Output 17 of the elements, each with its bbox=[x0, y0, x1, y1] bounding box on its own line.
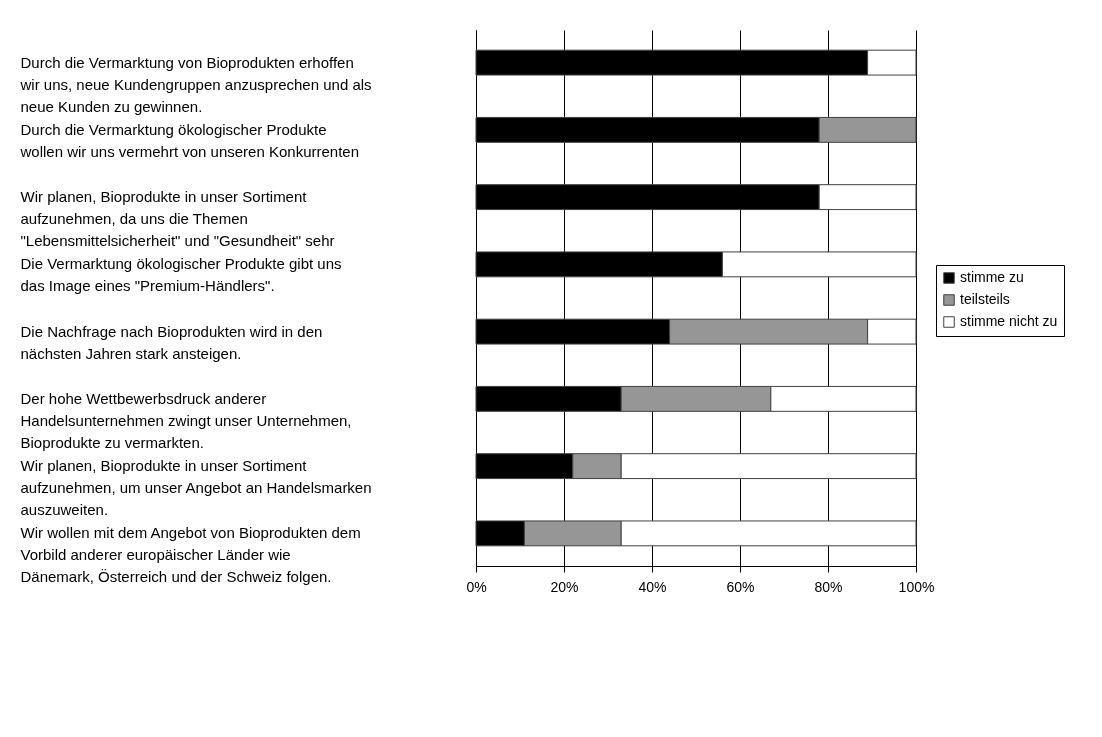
y-tick-label: Durch die Vermarktung ökologischer Produkte wollen wir uns vermehrt von unseren Konkurrenten bbox=[19, 120, 360, 160]
y-tick-label: Wir wollen mit dem Angebot von Bioprodukten dem Vorbild anderer europäischer Länder wie Dänemark, Österreich und der Schweiz folgen. bbox=[20, 524, 361, 586]
y-tick-label: Der hohe Wettbewerbsdruck anderer Handelsunternehmen zwingt unser Unternehmen, Bioprodukte zu vermarkten. bbox=[20, 389, 352, 451]
legend-label: stimme nicht zu bbox=[960, 313, 1058, 329]
y-tick-label: Wir planen, Bioprodukte in unser Sortiment aufzunehmen, da uns die Themen "Lebensmittelsicherheit" und "Gesundheit" sehr bbox=[20, 188, 335, 250]
y-tick-label: Die Vermarktung ökologischer Produkte gibt uns das Image eines "Premium-Händlers". bbox=[20, 255, 342, 295]
x-tick-label: 80% bbox=[814, 578, 843, 595]
x-tick-label: 100% bbox=[898, 578, 935, 595]
y-tick-label: Wir planen, Bioprodukte in unser Sortiment aufzunehmen, um unser Angebot an Handelsmarken auszuweiten. bbox=[20, 457, 372, 519]
x-tick-label: 20% bbox=[550, 578, 579, 595]
y-tick-label: Die Nachfrage nach Bioprodukten wird in den nächsten Jahren stark ansteigen. bbox=[20, 322, 323, 362]
x-tick-label: 60% bbox=[726, 578, 755, 595]
legend-label: stimme zu bbox=[960, 269, 1024, 285]
x-tick-label: 0% bbox=[466, 578, 487, 595]
x-tick-label: 40% bbox=[638, 578, 667, 595]
legend-label: teilsteils bbox=[960, 291, 1010, 307]
y-tick-label: Durch die Vermarktung von Bioprodukten erhoffen wir uns, neue Kundengruppen anzusprechen und als neue Kunden zu gewinnen. bbox=[19, 53, 372, 115]
